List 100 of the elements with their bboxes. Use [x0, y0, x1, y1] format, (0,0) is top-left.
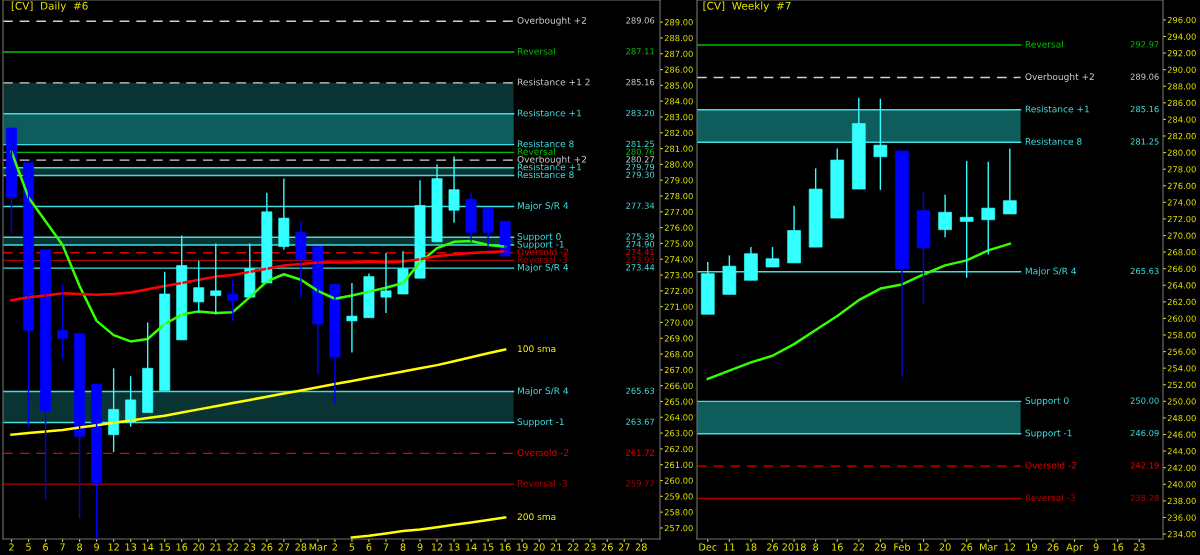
ref-line-label: Major S/R 4	[517, 202, 569, 211]
candlestick	[346, 282, 358, 354]
x-tick-label: 18	[745, 543, 757, 551]
x-tick-label: 15	[159, 543, 171, 551]
ref-line-label: Oversold -2	[517, 448, 569, 456]
y-tick-label: 260.00	[1167, 315, 1196, 322]
y-tick-label: 266.00	[664, 382, 693, 389]
y-tick-label: 236.00	[1167, 514, 1196, 521]
y-tick-label: 258.00	[1167, 331, 1196, 339]
y-tick-label: 242.00	[1167, 464, 1196, 471]
y-tick-label: 234.00	[1167, 531, 1196, 538]
annotation: 280.76	[626, 148, 655, 155]
y-tick-label: 280.00	[1167, 149, 1196, 156]
x-tick-label: Mar	[980, 543, 998, 551]
x-tick-label: 11	[724, 543, 735, 551]
annotation: 281.25	[626, 140, 655, 148]
x-tick-label: 16	[832, 543, 843, 551]
y-tick-label: 269.00	[664, 335, 693, 342]
candlestick	[278, 177, 290, 251]
candlestick	[380, 252, 392, 314]
annotation: 261.72	[626, 449, 654, 456]
x-tick-label: 14	[465, 543, 477, 551]
y-tick-label: 248.00	[1167, 414, 1196, 422]
chart-title: [CV] Weekly #7	[703, 1, 791, 12]
y-tick-label: 286.00	[664, 66, 693, 73]
x-tick-label: 21	[210, 543, 222, 551]
annotation: 277.34	[626, 202, 655, 209]
ref-line-label: Reversal -3	[517, 255, 567, 263]
y-tick-label: 244.00	[1167, 448, 1196, 455]
ref-line-label: Resistance 8	[517, 171, 574, 179]
x-tick-label: 16	[1112, 543, 1124, 551]
y-tick-label: 279.00	[664, 177, 693, 184]
annotation: 265.63	[1130, 267, 1159, 275]
y-tick-label: 262.00	[1167, 298, 1196, 306]
x-tick-label: 26	[601, 543, 613, 551]
y-tick-label: 257.00	[664, 524, 693, 532]
y-tick-label: 272.00	[664, 287, 693, 295]
candlestick	[959, 160, 974, 279]
y-tick-label: 263.00	[664, 430, 693, 437]
ref-line-label: Reversal	[517, 47, 555, 55]
ref-line-label: Support -1	[517, 240, 564, 250]
y-tick-label: 283.00	[664, 113, 693, 121]
ref-line-label: Support -1	[517, 418, 564, 427]
y-tick-label: 270.00	[1167, 232, 1196, 239]
y-tick-label: 260.00	[664, 477, 693, 484]
annotation: 263.67	[626, 418, 655, 425]
y-tick-label: 278.00	[664, 192, 693, 200]
candlestick	[873, 97, 888, 191]
annotation: 274.90	[626, 241, 655, 248]
x-tick-label: 26	[261, 543, 273, 551]
x-tick-label: 20	[939, 543, 951, 551]
ref-line-label: Overbought +2	[517, 16, 586, 26]
x-tick-label: 26	[767, 543, 779, 551]
x-tick-label: 16	[176, 543, 188, 551]
annotation: 287.11	[626, 48, 654, 55]
candlestick	[808, 167, 823, 248]
x-tick-label: 2	[9, 543, 14, 551]
x-tick-label: 8	[400, 543, 406, 551]
candlestick	[431, 163, 443, 243]
ref-line-label: Resistance +1 2	[517, 78, 590, 86]
y-tick-label: 267.00	[664, 366, 693, 374]
x-tick-label: 2018	[782, 543, 806, 551]
x-tick-label: 23	[1133, 543, 1145, 551]
x-tick-label: 9	[417, 543, 423, 551]
line-series	[10, 348, 507, 436]
y-tick-label: 259.00	[664, 493, 693, 500]
candlestick	[142, 321, 154, 414]
y-tick-label: 281.00	[664, 145, 693, 152]
ref-line-label: Reversal -3	[517, 479, 567, 487]
x-tick-label: 29	[874, 543, 886, 551]
y-tick-label: 261.00	[664, 461, 693, 468]
x-tick-label: 6	[366, 543, 372, 551]
y-tick-label: 268.00	[1167, 249, 1196, 256]
series-label: 100 sma	[518, 345, 556, 353]
y-tick-label: 266.00	[1167, 265, 1196, 272]
y-tick-label: 268.00	[664, 351, 693, 358]
candlestick	[744, 246, 758, 281]
candlestick	[482, 207, 494, 249]
x-tick-label: 27	[278, 543, 290, 551]
x-tick-label: 23	[584, 543, 596, 551]
annotation: 265.63	[626, 387, 655, 394]
x-tick-label: 26	[961, 543, 973, 551]
y-tick-label: 276.00	[664, 224, 693, 231]
x-tick-label: 26	[1047, 543, 1059, 551]
annotation: 279.30	[626, 171, 655, 178]
x-tick-label: 9	[94, 543, 100, 551]
ref-line-label: Resistance 8	[1025, 137, 1082, 145]
x-tick-label: 9	[1093, 543, 1099, 551]
y-tick-label: 286.00	[1167, 99, 1196, 107]
candlestick	[981, 161, 996, 256]
y-tick-label: 250.00	[1167, 398, 1196, 405]
chart-title: [CV] Daily #6	[11, 1, 88, 12]
x-tick-label: 20	[193, 543, 205, 551]
x-tick-label: 27	[618, 543, 630, 551]
x-tick-label: 19	[1026, 543, 1037, 551]
y-tick-label: 294.00	[1167, 33, 1196, 40]
y-tick-label: 254.00	[1167, 365, 1196, 372]
x-tick-label: 22	[227, 543, 238, 551]
annotation: 280.27	[626, 156, 655, 163]
candlestick	[830, 147, 845, 219]
